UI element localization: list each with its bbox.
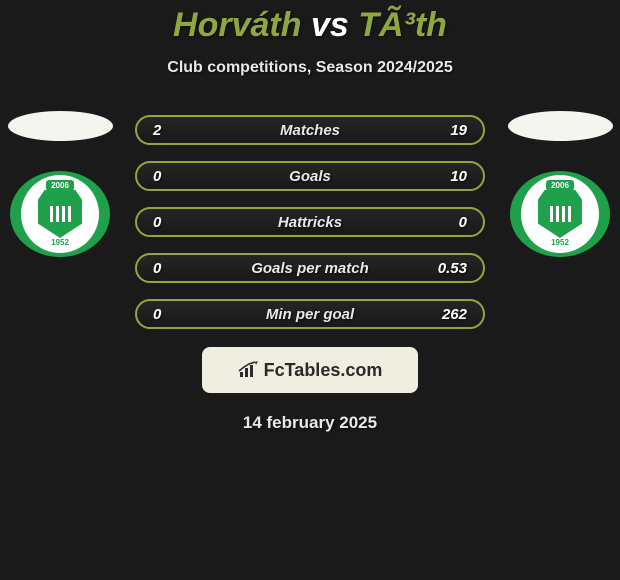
stat-label: Matches bbox=[137, 122, 483, 139]
subtitle: Club competitions, Season 2024/2025 bbox=[0, 59, 620, 77]
badge-inner: 2006 1952 bbox=[521, 175, 599, 253]
player2-flag-icon bbox=[508, 111, 613, 141]
badge-inner: 2006 1952 bbox=[21, 175, 99, 253]
stat-label: Hattricks bbox=[137, 214, 483, 231]
player1-club-badge: 2006 1952 bbox=[10, 171, 110, 257]
badge-year-top: 2006 bbox=[546, 180, 574, 191]
vs-separator: vs bbox=[311, 6, 349, 44]
comparison-area: 2006 1952 2006 1952 bbox=[0, 109, 620, 329]
badge-shield-icon bbox=[538, 190, 582, 238]
stat-label: Goals per match bbox=[137, 260, 483, 277]
brand-text: FcTables.com bbox=[264, 360, 383, 381]
player1-column: 2006 1952 bbox=[0, 109, 120, 257]
stat-row: 0 Goals per match 0.53 bbox=[135, 253, 485, 283]
stat-row: 0 Min per goal 262 bbox=[135, 299, 485, 329]
player2-column: 2006 1952 bbox=[500, 109, 620, 257]
stat-label: Goals bbox=[137, 168, 483, 185]
page-title: Horváth vs TÃ³th bbox=[0, 0, 620, 45]
stat-row: 2 Matches 19 bbox=[135, 115, 485, 145]
badge-year-bottom: 1952 bbox=[51, 238, 69, 247]
stat-right-value: 0 bbox=[459, 214, 467, 231]
stat-row: 0 Hattricks 0 bbox=[135, 207, 485, 237]
stat-right-value: 0.53 bbox=[438, 260, 467, 277]
date: 14 february 2025 bbox=[0, 413, 620, 433]
badge-shield-icon bbox=[38, 190, 82, 238]
badge-year-bottom: 1952 bbox=[551, 238, 569, 247]
stat-right-value: 262 bbox=[442, 306, 467, 323]
stat-label: Min per goal bbox=[137, 306, 483, 323]
stats-list: 2 Matches 19 0 Goals 10 0 Hattricks 0 0 … bbox=[135, 115, 485, 345]
stat-right-value: 10 bbox=[450, 168, 467, 185]
stat-right-value: 19 bbox=[450, 122, 467, 139]
badge-year-top: 2006 bbox=[46, 180, 74, 191]
player1-flag-icon bbox=[8, 111, 113, 141]
player2-name: TÃ³th bbox=[358, 6, 447, 44]
brand-box[interactable]: FcTables.com bbox=[202, 347, 418, 393]
stat-row: 0 Goals 10 bbox=[135, 161, 485, 191]
player1-name: Horváth bbox=[173, 6, 301, 44]
chart-icon bbox=[238, 361, 260, 379]
player2-club-badge: 2006 1952 bbox=[510, 171, 610, 257]
